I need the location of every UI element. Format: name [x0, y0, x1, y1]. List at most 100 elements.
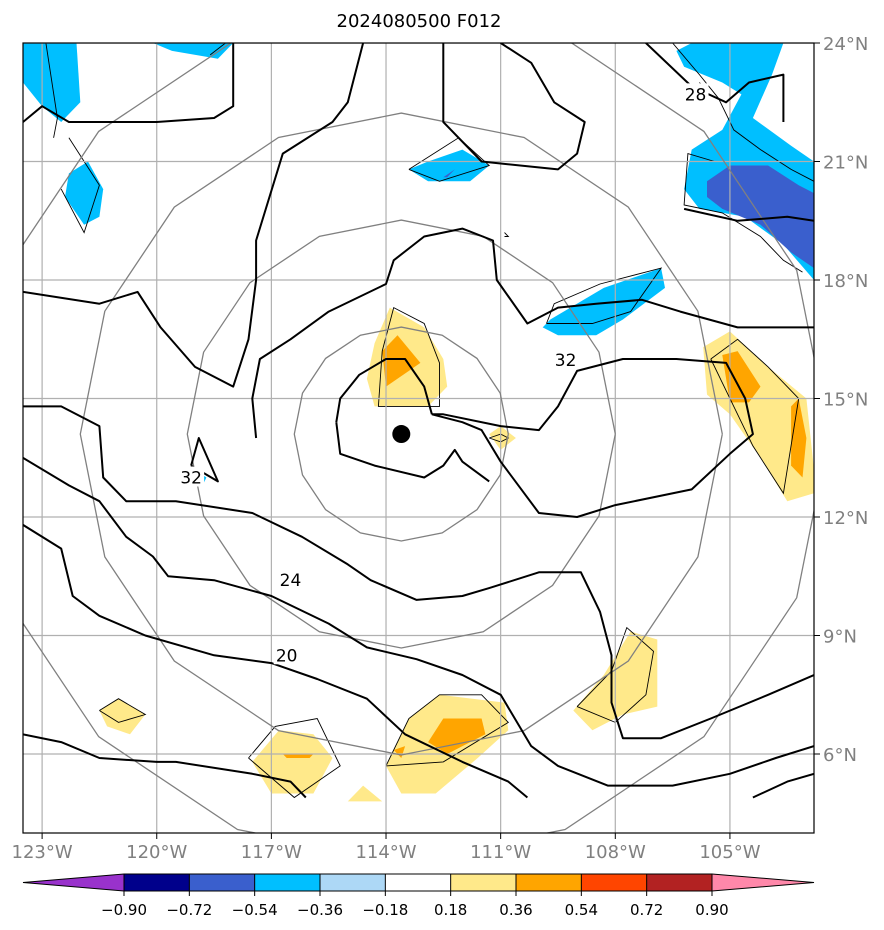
thin-contour-line	[99, 698, 147, 723]
colorbar-segment	[189, 874, 256, 891]
colorbar-tick-label: 0.18	[434, 901, 467, 919]
longitude-tick-layer: 123°W 120°W 117°W 114°W 111°W 108°W 105°W	[12, 833, 761, 863]
thin-contour-line	[248, 717, 341, 799]
longitude-tick-label: 114°W	[355, 842, 416, 863]
range-ring	[23, 43, 814, 833]
latitude-tick-label: 6°N	[823, 745, 857, 766]
contour-label-background	[277, 569, 304, 590]
contour-label-background	[552, 349, 579, 370]
shaded-area	[443, 169, 455, 178]
shaded-area	[65, 161, 104, 225]
contour-line	[752, 772, 814, 799]
contour-line	[645, 43, 785, 122]
contour-label-background	[682, 83, 709, 104]
shaded-area	[99, 698, 146, 735]
contour-label-layer: 32 32 28 24 20	[178, 83, 709, 666]
thin-contour-line	[209, 43, 226, 56]
map-plot-area: 32 32 28 24 20	[23, 43, 814, 833]
contour-line	[442, 43, 586, 171]
thin-contour-line	[45, 43, 58, 138]
storm-center-marker	[392, 425, 411, 444]
thin-contour-line	[377, 306, 440, 407]
contour-label: 20	[276, 646, 298, 666]
latitude-tick-label: 18°N	[823, 271, 868, 292]
colorbar-segment	[385, 874, 452, 891]
colorbar-tick-label: 0.90	[695, 901, 728, 919]
longitude-tick-label: 117°W	[241, 842, 302, 863]
shaded-area	[489, 426, 516, 450]
colorbar-tick-label: −0.72	[166, 901, 212, 919]
longitude-tick-label: 111°W	[470, 842, 531, 863]
colorbar: −0.90 −0.72 −0.54 −0.36 −0.18 0.18 0.36 0.54 0.7…	[22, 873, 815, 919]
contour-label: 28	[685, 85, 707, 105]
contour-line	[23, 43, 365, 388]
latitude-tick-label: 15°N	[823, 390, 868, 411]
shaded-area	[393, 746, 406, 758]
colorbar-segment	[646, 874, 713, 891]
shaded-area	[542, 268, 665, 336]
contour-layer	[23, 43, 814, 799]
colorbar-tick-label: 0.36	[499, 901, 532, 919]
contour-label: 32	[555, 351, 577, 371]
shaded-area	[722, 351, 761, 403]
latitude-tick-label: 24°N	[823, 34, 868, 55]
contour-label: 32	[180, 469, 202, 489]
shaded-area	[347, 785, 383, 802]
longitude-tick-label: 120°W	[126, 842, 187, 863]
colorbar-segment	[581, 874, 648, 891]
contour-line	[190, 437, 219, 483]
map-frame	[22, 42, 815, 834]
contour-line	[251, 227, 814, 439]
longitude-tick-label: 105°W	[699, 842, 760, 863]
range-ring-layer	[23, 43, 814, 833]
contour-line	[335, 358, 433, 423]
colorbar-tick-label: −0.90	[101, 901, 147, 919]
thin-contour-line	[683, 153, 803, 273]
range-ring	[79, 112, 723, 756]
thin-contour-line	[385, 694, 510, 767]
latitude-tick-label: 9°N	[823, 627, 857, 648]
contour-label-background	[178, 466, 205, 487]
range-ring	[293, 326, 509, 542]
colorbar-tick-label: 0.72	[630, 901, 663, 919]
shaded-area	[382, 335, 421, 387]
shaded-area	[282, 754, 314, 758]
contour-line	[23, 43, 235, 123]
colorbar-tick-label: −0.18	[362, 901, 408, 919]
latitude-tick-layer: 6°N 9°N 12°N 15°N 18°N 21°N 24°N	[814, 34, 868, 766]
thin-contour-line	[672, 43, 814, 182]
colorbar-extend-max	[712, 874, 814, 891]
thin-contour-line	[489, 433, 510, 443]
chart-title: 2024080500 F012	[337, 11, 502, 32]
thin-contour-line	[504, 232, 510, 237]
contour-line	[23, 524, 529, 799]
contour-line	[683, 207, 814, 222]
longitude-tick-label: 108°W	[585, 842, 646, 863]
colorbar-tick-label: 0.54	[565, 901, 598, 919]
range-ring	[186, 219, 616, 649]
colorbar-tick-label: −0.54	[232, 901, 278, 919]
colorbar-segment	[124, 874, 190, 891]
contour-label: 24	[280, 571, 302, 591]
gridline-layer	[23, 43, 814, 833]
contour-label-background	[273, 644, 300, 665]
colorbar-segment	[254, 874, 321, 891]
contour-line	[23, 405, 814, 740]
contour-line	[335, 422, 490, 483]
thin-contour-line	[408, 137, 491, 182]
thin-contour-line	[546, 267, 663, 324]
shaded-area	[428, 718, 486, 754]
colorbar-segment	[450, 874, 517, 891]
shaded-area	[408, 149, 490, 182]
longitude-tick-label: 123°W	[12, 842, 73, 863]
colorbar-tick-label: −0.36	[297, 901, 343, 919]
latitude-tick-label: 21°N	[823, 153, 868, 174]
colorbar-segment	[516, 874, 582, 891]
colorbar-extend-min	[23, 874, 124, 891]
contour-line	[23, 456, 814, 787]
latitude-tick-label: 12°N	[823, 508, 868, 529]
contour-line	[431, 358, 754, 518]
colorbar-segment	[320, 874, 386, 891]
contour-line	[23, 733, 307, 799]
